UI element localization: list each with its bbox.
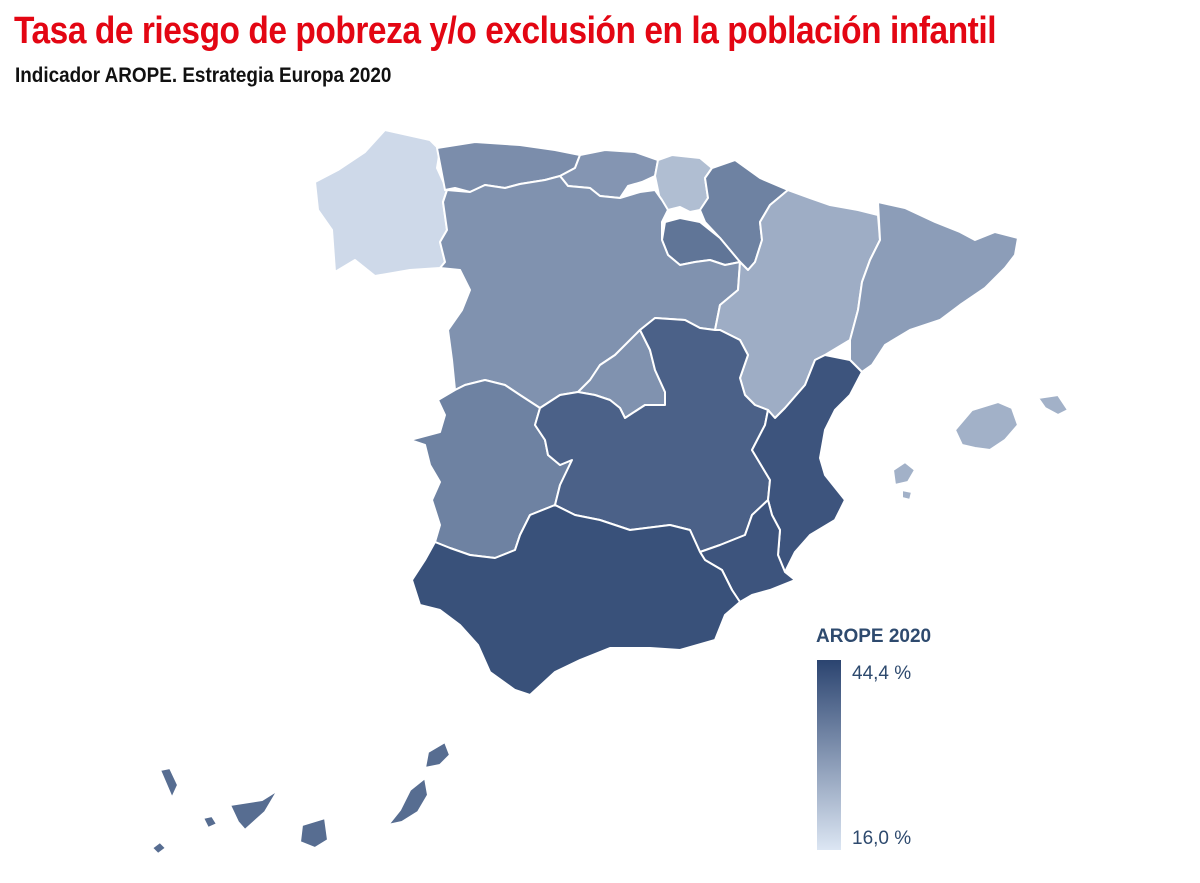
region-andalucia (411, 504, 741, 696)
region-canarias-el-hierro (151, 841, 167, 855)
region-canarias-la-gomera (202, 815, 218, 829)
region-galicia (314, 129, 448, 277)
legend-min-label: 16,0 % (852, 828, 912, 849)
region-baleares-ibiza (892, 461, 916, 486)
region-canarias-lanzarote (424, 741, 451, 769)
region-comunidad-valenciana (751, 354, 863, 573)
region-baleares-menorca (1037, 394, 1069, 416)
region-baleares-mallorca (954, 401, 1019, 451)
map-title: Tasa de riesgo de pobreza y/o exclusión … (14, 10, 997, 52)
region-baleares-formentera (901, 489, 913, 501)
legend-color-bar (817, 660, 841, 850)
legend-title: AROPE 2020 (816, 626, 932, 647)
region-murcia (699, 499, 796, 603)
region-cataluna (849, 201, 1019, 373)
region-canarias-la-palma (159, 767, 179, 799)
region-canarias-gran-canaria (299, 817, 329, 849)
region-canarias-tenerife (229, 789, 279, 831)
legend-max-label: 44,4 % (852, 663, 912, 684)
map-subtitle: Indicador AROPE. Estrategia Europa 2020 (15, 64, 392, 87)
region-canarias-fuerteventura (387, 777, 429, 826)
